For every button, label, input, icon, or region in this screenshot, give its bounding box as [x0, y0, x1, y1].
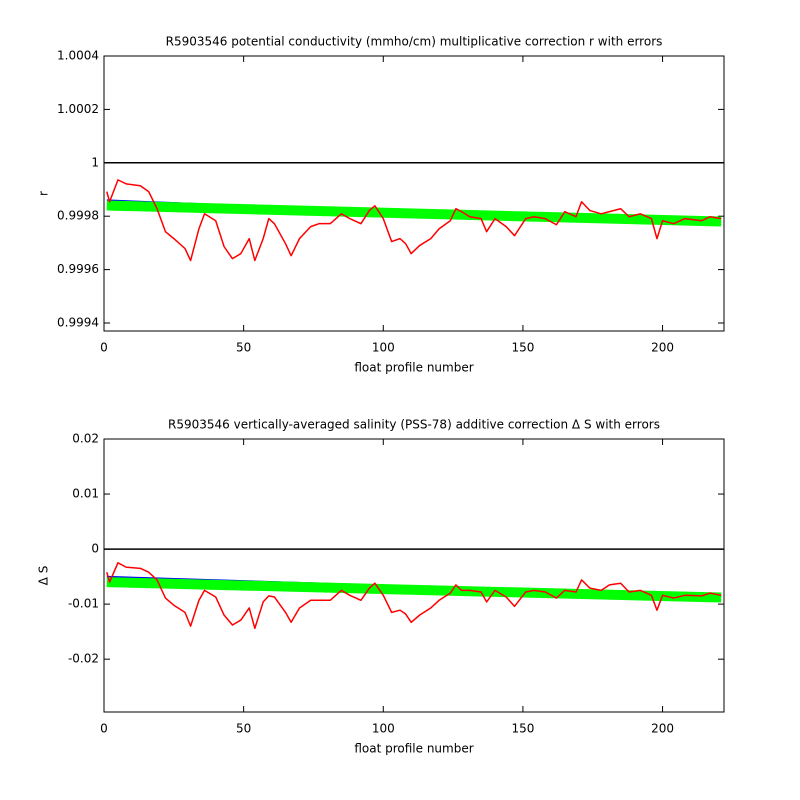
y-tick-label: 0 [91, 542, 99, 556]
series-line [106, 179, 722, 262]
y-tick-label: 0.9994 [57, 315, 99, 329]
plot-area [104, 548, 724, 630]
y-tick-label: -0.02 [68, 652, 99, 666]
x-tick-label: 50 [236, 722, 251, 736]
x-tick-label: 0 [100, 722, 108, 736]
axes: R5903546 vertically-averaged salinity (P… [37, 418, 725, 756]
x-tick-label: 0 [100, 341, 108, 355]
y-tick-label: 1 [91, 155, 99, 169]
y-tick-label: 1.0004 [57, 49, 99, 63]
chart-title: R5903546 vertically-averaged salinity (P… [168, 418, 660, 432]
chart-title: R5903546 potential conductivity (mmho/cm… [166, 35, 663, 49]
error-band [106, 577, 722, 603]
axes: R5903546 potential conductivity (mmho/cm… [37, 35, 725, 375]
series-line [106, 562, 722, 630]
y-axis-label: r [37, 191, 51, 196]
x-tick-label: 50 [236, 341, 251, 355]
y-tick-label: 0.9998 [57, 209, 99, 223]
x-tick-label: 150 [511, 341, 534, 355]
x-axis-label: float profile number [354, 742, 473, 756]
x-axis-label: float profile number [354, 361, 473, 375]
axes-frame [103, 438, 725, 713]
x-tick-label: 100 [372, 341, 395, 355]
x-tick-label: 100 [372, 722, 395, 736]
y-tick-label: 0.02 [72, 432, 99, 446]
error-band [106, 200, 722, 227]
y-tick-label: 0.9996 [57, 262, 99, 276]
plot-area [104, 162, 724, 262]
y-tick-label: 0.01 [72, 487, 99, 501]
x-tick-label: 200 [651, 722, 674, 736]
x-tick-label: 200 [651, 341, 674, 355]
y-tick-label: 1.0002 [57, 102, 99, 116]
x-tick-label: 150 [511, 722, 534, 736]
y-axis-label: Δ S [37, 566, 51, 586]
axes-frame [103, 55, 725, 332]
y-tick-label: -0.01 [68, 597, 99, 611]
